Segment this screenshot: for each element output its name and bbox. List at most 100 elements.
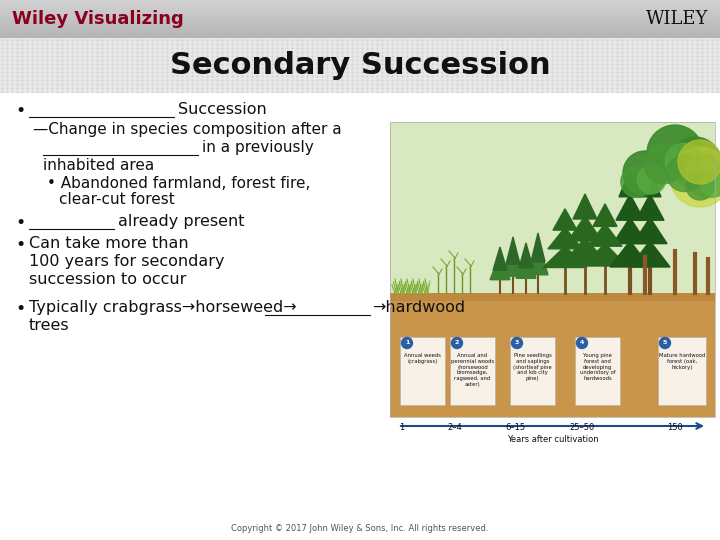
Text: 2–4: 2–4 [448,423,462,432]
Text: →hardwood: →hardwood [372,300,465,315]
Bar [390,293,715,301]
Circle shape [402,338,413,348]
Text: 25–50: 25–50 [570,423,595,432]
Text: Succession: Succession [178,102,266,117]
Text: 3: 3 [515,341,519,346]
Polygon shape [519,243,533,268]
Polygon shape [493,247,507,270]
Polygon shape [548,227,582,249]
Polygon shape [619,171,641,197]
Bar [390,122,715,293]
Bar [0,93,720,540]
Polygon shape [543,246,587,267]
Circle shape [511,338,523,348]
Text: 150: 150 [667,423,683,432]
Text: in a previously: in a previously [202,140,314,155]
Bar [0,23,720,24]
Bar [0,5,720,6]
Bar [0,19,720,20]
Polygon shape [531,233,545,262]
Text: •: • [15,236,25,254]
Bar [0,7,720,8]
Circle shape [623,151,667,195]
Polygon shape [610,241,650,267]
Polygon shape [528,241,548,275]
Bar [0,26,720,27]
Circle shape [701,171,720,197]
Bar [0,25,720,26]
Circle shape [577,338,588,348]
Bar [0,20,720,21]
Polygon shape [633,218,667,244]
Text: Annual and
perennial woods
(horsewood
bromsedge,
ragweed, and
aster): Annual and perennial woods (horsewood br… [451,353,494,387]
Circle shape [667,155,703,192]
Polygon shape [613,218,647,244]
Bar [0,14,720,15]
Bar [658,337,706,405]
Bar [0,2,720,3]
Bar [0,4,720,5]
Text: 1: 1 [400,423,405,432]
Polygon shape [568,216,602,241]
Circle shape [670,147,720,207]
Text: already present: already present [118,214,245,229]
Bar [0,3,720,4]
Text: 2: 2 [455,341,459,346]
Bar [0,37,720,38]
Text: Wiley Visualizing: Wiley Visualizing [12,10,184,28]
Text: inhabited area: inhabited area [43,158,154,173]
Circle shape [647,125,703,181]
Bar [0,18,720,19]
Bar [0,29,720,30]
Polygon shape [516,251,536,278]
Text: •: • [15,300,25,318]
Text: Secondary Succession: Secondary Succession [170,51,550,80]
Circle shape [637,165,666,194]
Text: •: • [15,214,25,232]
Bar [0,36,720,37]
Polygon shape [563,238,607,263]
Polygon shape [583,244,627,266]
Circle shape [451,338,462,348]
Circle shape [660,338,670,348]
Text: —Change in species composition after a: —Change in species composition after a [33,122,341,137]
Bar [0,22,720,23]
Text: 5: 5 [663,341,667,346]
Text: •: • [15,102,25,120]
Bar [0,13,720,14]
Text: 100 years for secondary: 100 years for secondary [29,254,225,269]
Bar [390,293,715,417]
Bar [0,11,720,12]
Polygon shape [639,171,661,197]
Bar [400,337,445,405]
Bar [0,15,720,16]
Bar [0,24,720,25]
Bar [0,6,720,7]
Bar [390,122,715,417]
Polygon shape [573,194,597,219]
Text: 4: 4 [580,341,584,346]
Text: • Abandoned farmland, forest fire,: • Abandoned farmland, forest fire, [47,176,310,191]
Bar [0,28,720,29]
Bar [0,21,720,22]
Bar [0,34,720,35]
Bar [0,27,720,28]
Circle shape [644,145,683,184]
Bar [0,17,720,18]
Polygon shape [503,245,523,276]
Bar [0,33,720,34]
Bar [510,337,555,405]
Text: trees: trees [29,318,70,333]
Text: 1: 1 [405,341,409,346]
Bar [0,0,720,1]
Circle shape [678,140,720,184]
Text: WILEY: WILEY [646,10,708,28]
Bar [450,337,495,405]
Polygon shape [490,255,510,280]
Circle shape [686,154,720,188]
Bar [0,38,720,93]
Polygon shape [588,224,622,246]
Text: Typically crabgrass→horseweed→: Typically crabgrass→horseweed→ [29,300,297,315]
Bar [0,1,720,2]
Polygon shape [636,194,664,220]
